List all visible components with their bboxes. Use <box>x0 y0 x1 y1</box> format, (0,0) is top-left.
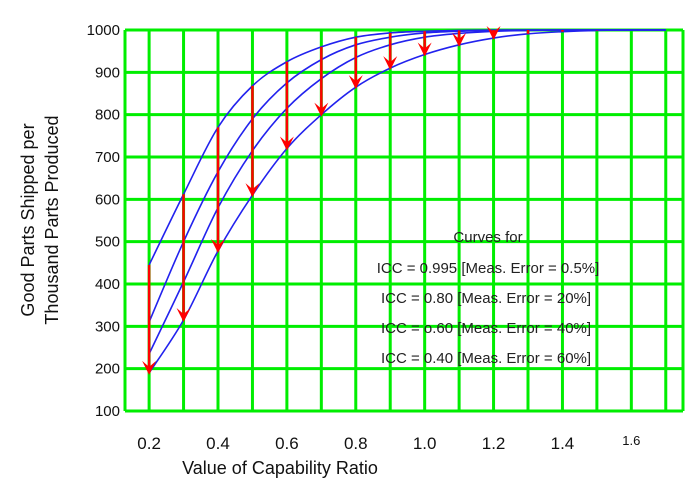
legend-entry: ICC = 0.995 [Meas. Error = 0.5%] <box>377 260 600 277</box>
y-tick-label: 500 <box>95 234 120 251</box>
legend-entry: ICC = o.60 [Meas. Error = 40%] <box>381 320 591 337</box>
x-tick-label: 1.2 <box>482 434 506 453</box>
series-curve <box>148 29 666 266</box>
arrow-head <box>279 136 294 151</box>
x-tick-labels: 0.2 0.4 0.6 0.8 1.0 1.2 1.4 1.6 <box>137 433 640 453</box>
y-axis-title-line1: Good Parts Shipped per <box>18 123 38 316</box>
x-tick-label: 0.6 <box>275 434 299 453</box>
x-tick-label: 1.4 <box>551 434 575 453</box>
y-tick-label: 300 <box>95 318 120 335</box>
y-tick-label: 900 <box>95 64 120 81</box>
y-tick-label: 1000 <box>87 22 120 39</box>
arrows <box>142 26 599 375</box>
legend-heading: Curves for <box>453 229 522 246</box>
y-tick-label: 800 <box>95 107 120 124</box>
y-tick-label: 100 <box>95 403 120 420</box>
x-tick-label: 0.4 <box>206 434 230 453</box>
series-curve <box>148 29 666 374</box>
arrow-head <box>245 183 260 198</box>
arrow-head <box>383 56 398 71</box>
curves <box>148 29 666 374</box>
y-tick-label: 400 <box>95 276 120 293</box>
x-tick-label: 1.0 <box>413 434 437 453</box>
arrow-head <box>211 238 225 253</box>
x-tick-label: 0.2 <box>137 434 161 453</box>
x-tick-label: 0.8 <box>344 434 368 453</box>
y-tick-label: 700 <box>95 149 120 166</box>
legend-entry: ICC = 0.80 [Meas. Error = 20%] <box>381 290 591 307</box>
arrow-head <box>486 26 501 41</box>
legend: Curves for ICC = 0.995 [Meas. Error = 0.… <box>377 229 600 367</box>
y-tick-label: 600 <box>95 191 120 208</box>
arrow-head <box>176 307 191 322</box>
legend-entry: ICC = 0.40 [Meas. Error = 60%] <box>381 350 591 367</box>
x-axis-title: Value of Capability Ratio <box>182 458 378 478</box>
arrow-head <box>417 42 432 57</box>
y-tick-labels: 100 200 300 400 500 600 700 800 900 1000 <box>87 22 120 420</box>
y-tick-label: 200 <box>95 361 120 378</box>
series-curve <box>148 29 666 355</box>
x-tick-label: 1.6 <box>622 433 640 448</box>
arrow-head <box>314 102 329 117</box>
y-axis-title: Good Parts Shipped per Thousand Parts Pr… <box>18 115 62 324</box>
arrow-head <box>452 32 467 47</box>
y-axis-title-line2: Thousand Parts Produced <box>42 115 62 324</box>
arrow-head <box>348 75 363 90</box>
arrow-head <box>142 360 157 375</box>
